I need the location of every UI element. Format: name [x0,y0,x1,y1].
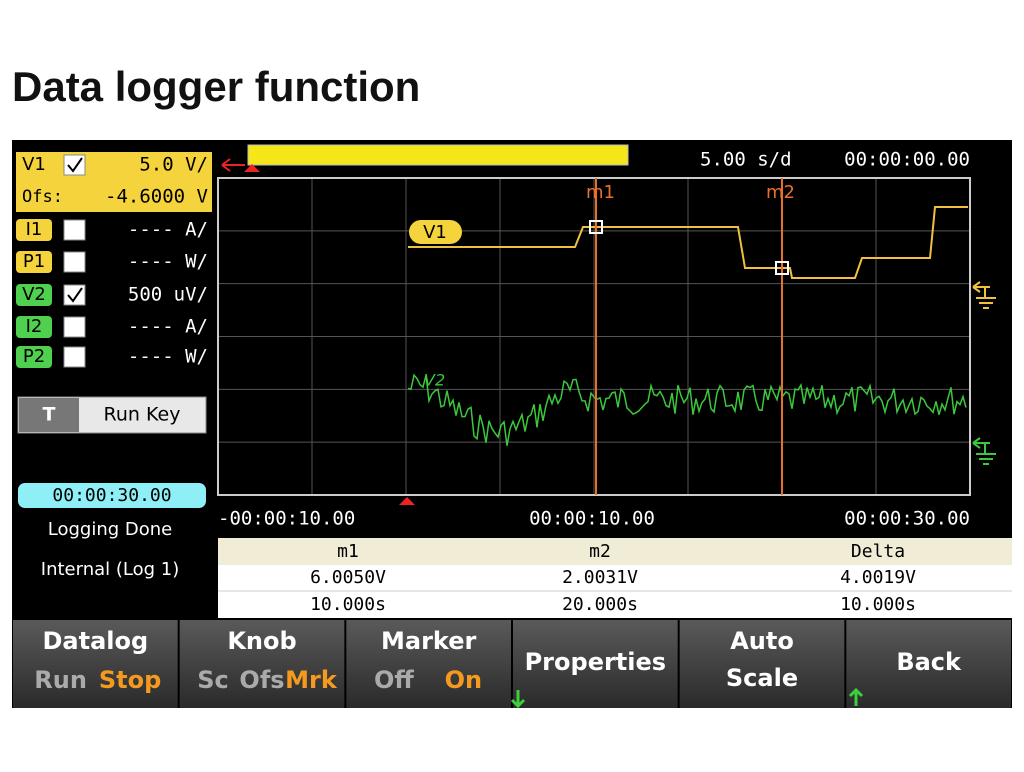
softkey[interactable]: Knob Sc Ofs Mrk [179,620,345,708]
trace-label: V2 [424,371,445,390]
table-header-bg [218,538,1012,565]
channel-tag [16,284,52,306]
plot-border [217,177,971,496]
up-arrow [848,687,864,706]
trigger-label: T [43,404,56,426]
start-pointer [244,164,260,172]
channel-scale: ---- W/ [128,251,208,273]
softkey-bg[interactable] [513,620,678,708]
table-cell: 2.0031V [562,567,638,588]
log-state: Logging Done [48,519,173,540]
trace-label: V1 [423,222,447,243]
softkey-option[interactable]: On [445,666,483,694]
v2-trace [407,373,967,446]
softkey-bg[interactable] [679,620,845,708]
table-header: m1 [337,541,359,562]
channel-label: I1 [26,219,43,240]
channel-scale: ---- A/ [128,219,208,241]
x-label: 00:00:30.00 [844,508,970,530]
table-cell: 4.0019V [840,567,916,588]
table-cell: 10.000s [840,594,916,615]
trace-tag [409,220,462,244]
check-mark [67,157,83,173]
table-header: Delta [851,541,905,562]
channel-checkbox[interactable] [63,251,86,273]
table-header: m2 [589,541,611,562]
softkey-option[interactable]: Mrk [285,666,338,694]
softkey-bg[interactable] [179,620,345,708]
softkey-label[interactable]: Marker [381,627,477,655]
ground-icon [972,281,996,309]
channel-scale: 5.0 V/ [139,154,208,176]
softkey-bg[interactable] [13,620,178,708]
check-mark [67,287,83,303]
x-label: 00:00:10.00 [529,508,655,530]
softkey[interactable]: Back [846,620,1011,708]
marker-point [775,261,789,275]
softkey-label[interactable]: Knob [227,627,296,655]
timebase: 5.00 s/d [700,149,792,171]
softkey[interactable]: Auto Scale [679,620,845,708]
channel-label: P2 [23,346,45,367]
softkey-option[interactable]: Off [374,666,414,694]
log-time: 00:00:30.00 [52,485,171,506]
softkey-label[interactable]: Back [896,648,962,676]
v1-trace [408,206,968,279]
softkey-option[interactable]: Run [34,666,87,694]
channel-scale: 500 uV/ [128,284,208,306]
page-title: Data logger function [12,63,420,110]
channel-tag [16,346,52,368]
channel-tag [16,316,52,338]
table-cell: 6.0050V [310,567,386,588]
softkey-option[interactable]: Ofs [239,666,284,694]
trigger-source: Run Key [104,404,181,426]
offset-label: Ofs: [22,187,63,207]
marker-label: m1 [586,182,615,203]
marker-label: m2 [766,182,795,203]
channel-label: P1 [23,251,45,272]
marker-point [589,220,603,234]
channel-label: V1 [22,154,46,175]
log-target: Internal (Log 1) [41,559,179,580]
channel-checkbox[interactable] [63,346,86,368]
channel-list: V1 5.0 V/I1 ---- A/P1 ---- W/V2 500 uV/I2 ---… [16,154,208,368]
down-arrow [510,690,526,709]
softkey-label[interactable]: Auto [730,627,794,655]
channel-tag [16,219,52,241]
softkey-option[interactable]: Stop [99,666,161,694]
left-arrow [221,158,245,172]
channel-checkbox[interactable] [63,316,86,338]
table: m1 m2 Delta 6.0050V 2.0031V 4.0019V 10.000s 20.… [310,541,916,615]
channel-label: V2 [22,284,46,305]
offset-value: -4.6000 V [105,186,208,208]
time-box [18,483,206,508]
x-label: -00:00:10.00 [218,508,355,530]
trigger-tag [19,398,79,432]
record-bar [247,144,629,166]
softkey-option[interactable]: Sc [197,666,229,694]
ground-icon [972,437,996,465]
softkey[interactable]: Datalog Run Stop [13,620,178,708]
channel-scale: ---- A/ [128,316,208,338]
channel-tag [16,154,52,176]
softkey-label[interactable]: Scale [726,664,798,692]
table-cell: 10.000s [310,594,386,615]
softkey-label[interactable]: Datalog [42,627,148,655]
softkey-bg[interactable] [346,620,511,708]
softkeys: Datalog Run Stop Knob Sc Ofs Mrk Marker Off On Pro… [13,620,1011,709]
softkey[interactable]: Marker Off On [346,620,511,708]
start-time: 00:00:00.00 [844,149,970,171]
channel-scale: ---- W/ [128,346,208,368]
channel-tag [16,251,52,273]
softkey[interactable]: Properties [513,620,678,708]
trigger-pointer [399,497,415,505]
channel-label: I2 [26,316,43,337]
table-cell: 20.000s [562,594,638,615]
softkey-bg[interactable] [846,620,1011,708]
softkey-label[interactable]: Properties [525,648,666,676]
channel-checkbox[interactable] [63,219,86,241]
